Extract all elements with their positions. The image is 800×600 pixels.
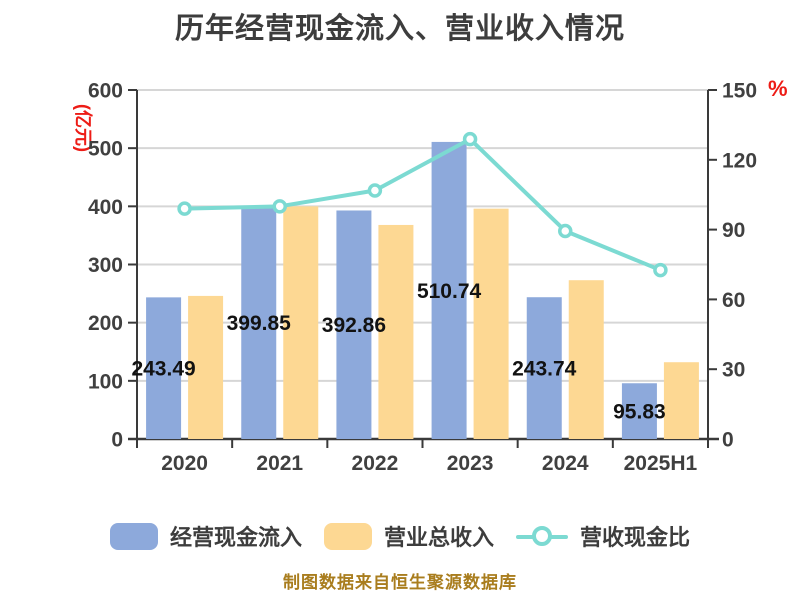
bar-revenue-2022[interactable] <box>378 224 414 439</box>
right-axis-tick-label: 90 <box>722 219 745 242</box>
x-axis-category-label: 2022 <box>352 452 399 475</box>
right-axis-tick-label: 120 <box>722 149 757 172</box>
legend: 经营现金流入 营业总收入 营收现金比 <box>0 516 800 556</box>
x-axis-category-label: 2024 <box>542 452 589 475</box>
bar-revenue-2021[interactable] <box>283 206 319 439</box>
left-axis-tick-label: 0 <box>111 429 123 452</box>
legend-label-revenue: 营业总收入 <box>383 525 494 550</box>
bar-cash-2020[interactable] <box>146 297 182 439</box>
legend-label-cash: 经营现金流入 <box>169 525 302 550</box>
left-axis-tick-label: 100 <box>88 370 123 393</box>
legend-item-ratio[interactable]: 营收现金比 <box>516 520 690 552</box>
x-axis-category-label: 2021 <box>256 452 303 475</box>
legend-line-marker-icon <box>516 523 568 550</box>
data-label-cash-2022: 392.86 <box>322 314 386 337</box>
data-label-cash-2023: 510.74 <box>417 280 482 303</box>
bar-revenue-2020[interactable] <box>188 295 224 439</box>
data-label-cash-2025H1: 95.83 <box>613 401 666 424</box>
x-axis-category-label: 2025H1 <box>624 452 698 475</box>
right-axis-tick-label: 150 <box>722 80 757 103</box>
left-axis-tick-label: 400 <box>88 196 123 219</box>
right-axis-unit-label: % <box>768 76 788 101</box>
left-axis-tick-label: 600 <box>88 80 123 103</box>
chart-title: 历年经营现金流入、营业收入情况 <box>174 13 625 45</box>
right-axis-tick-label: 0 <box>722 429 734 452</box>
ratio-point-2022[interactable] <box>367 183 383 198</box>
left-axis-tick-label: 500 <box>88 138 123 161</box>
right-axis-tick-label: 60 <box>722 289 745 312</box>
ratio-line <box>182 137 663 273</box>
ratio-point-2025H1[interactable] <box>653 262 668 278</box>
legend-swatch-revenue-icon <box>323 522 372 550</box>
bar-revenue-2023[interactable] <box>473 208 509 439</box>
x-axis-category-label: 2020 <box>161 452 208 475</box>
ratio-point-2023[interactable] <box>462 131 478 147</box>
legend-label-ratio: 营收现金比 <box>580 525 691 550</box>
bar-revenue-2025H1[interactable] <box>663 362 699 439</box>
left-axis-tick-label: 300 <box>88 254 123 277</box>
bar-cash-2022[interactable] <box>336 210 372 439</box>
data-label-cash-2021: 399.85 <box>227 312 292 335</box>
bar-cash-2023[interactable] <box>431 141 467 440</box>
left-axis-tick-label: 200 <box>88 312 123 335</box>
data-source-note: 制图数据来自恒生聚源数据库 <box>283 573 517 592</box>
bar-cash-2025H1[interactable] <box>621 383 657 439</box>
data-label-cash-2024: 243.74 <box>512 358 577 381</box>
x-axis-category-label: 2023 <box>447 452 494 475</box>
right-axis-tick-label: 30 <box>722 359 745 382</box>
legend-swatch-cash-icon <box>109 522 158 550</box>
legend-item-cash-inflow[interactable]: 经营现金流入 <box>109 520 302 552</box>
legend-item-revenue[interactable]: 营业总收入 <box>323 520 494 552</box>
bar-cash-2024[interactable] <box>526 297 562 439</box>
data-label-cash-2020: 243.49 <box>131 358 195 381</box>
ratio-point-2020[interactable] <box>177 201 192 216</box>
bar-cash-2021[interactable] <box>241 206 277 439</box>
bar-revenue-2024[interactable] <box>568 280 604 439</box>
ratio-point-2021[interactable] <box>272 199 287 214</box>
ratio-point-2024[interactable] <box>558 223 573 239</box>
